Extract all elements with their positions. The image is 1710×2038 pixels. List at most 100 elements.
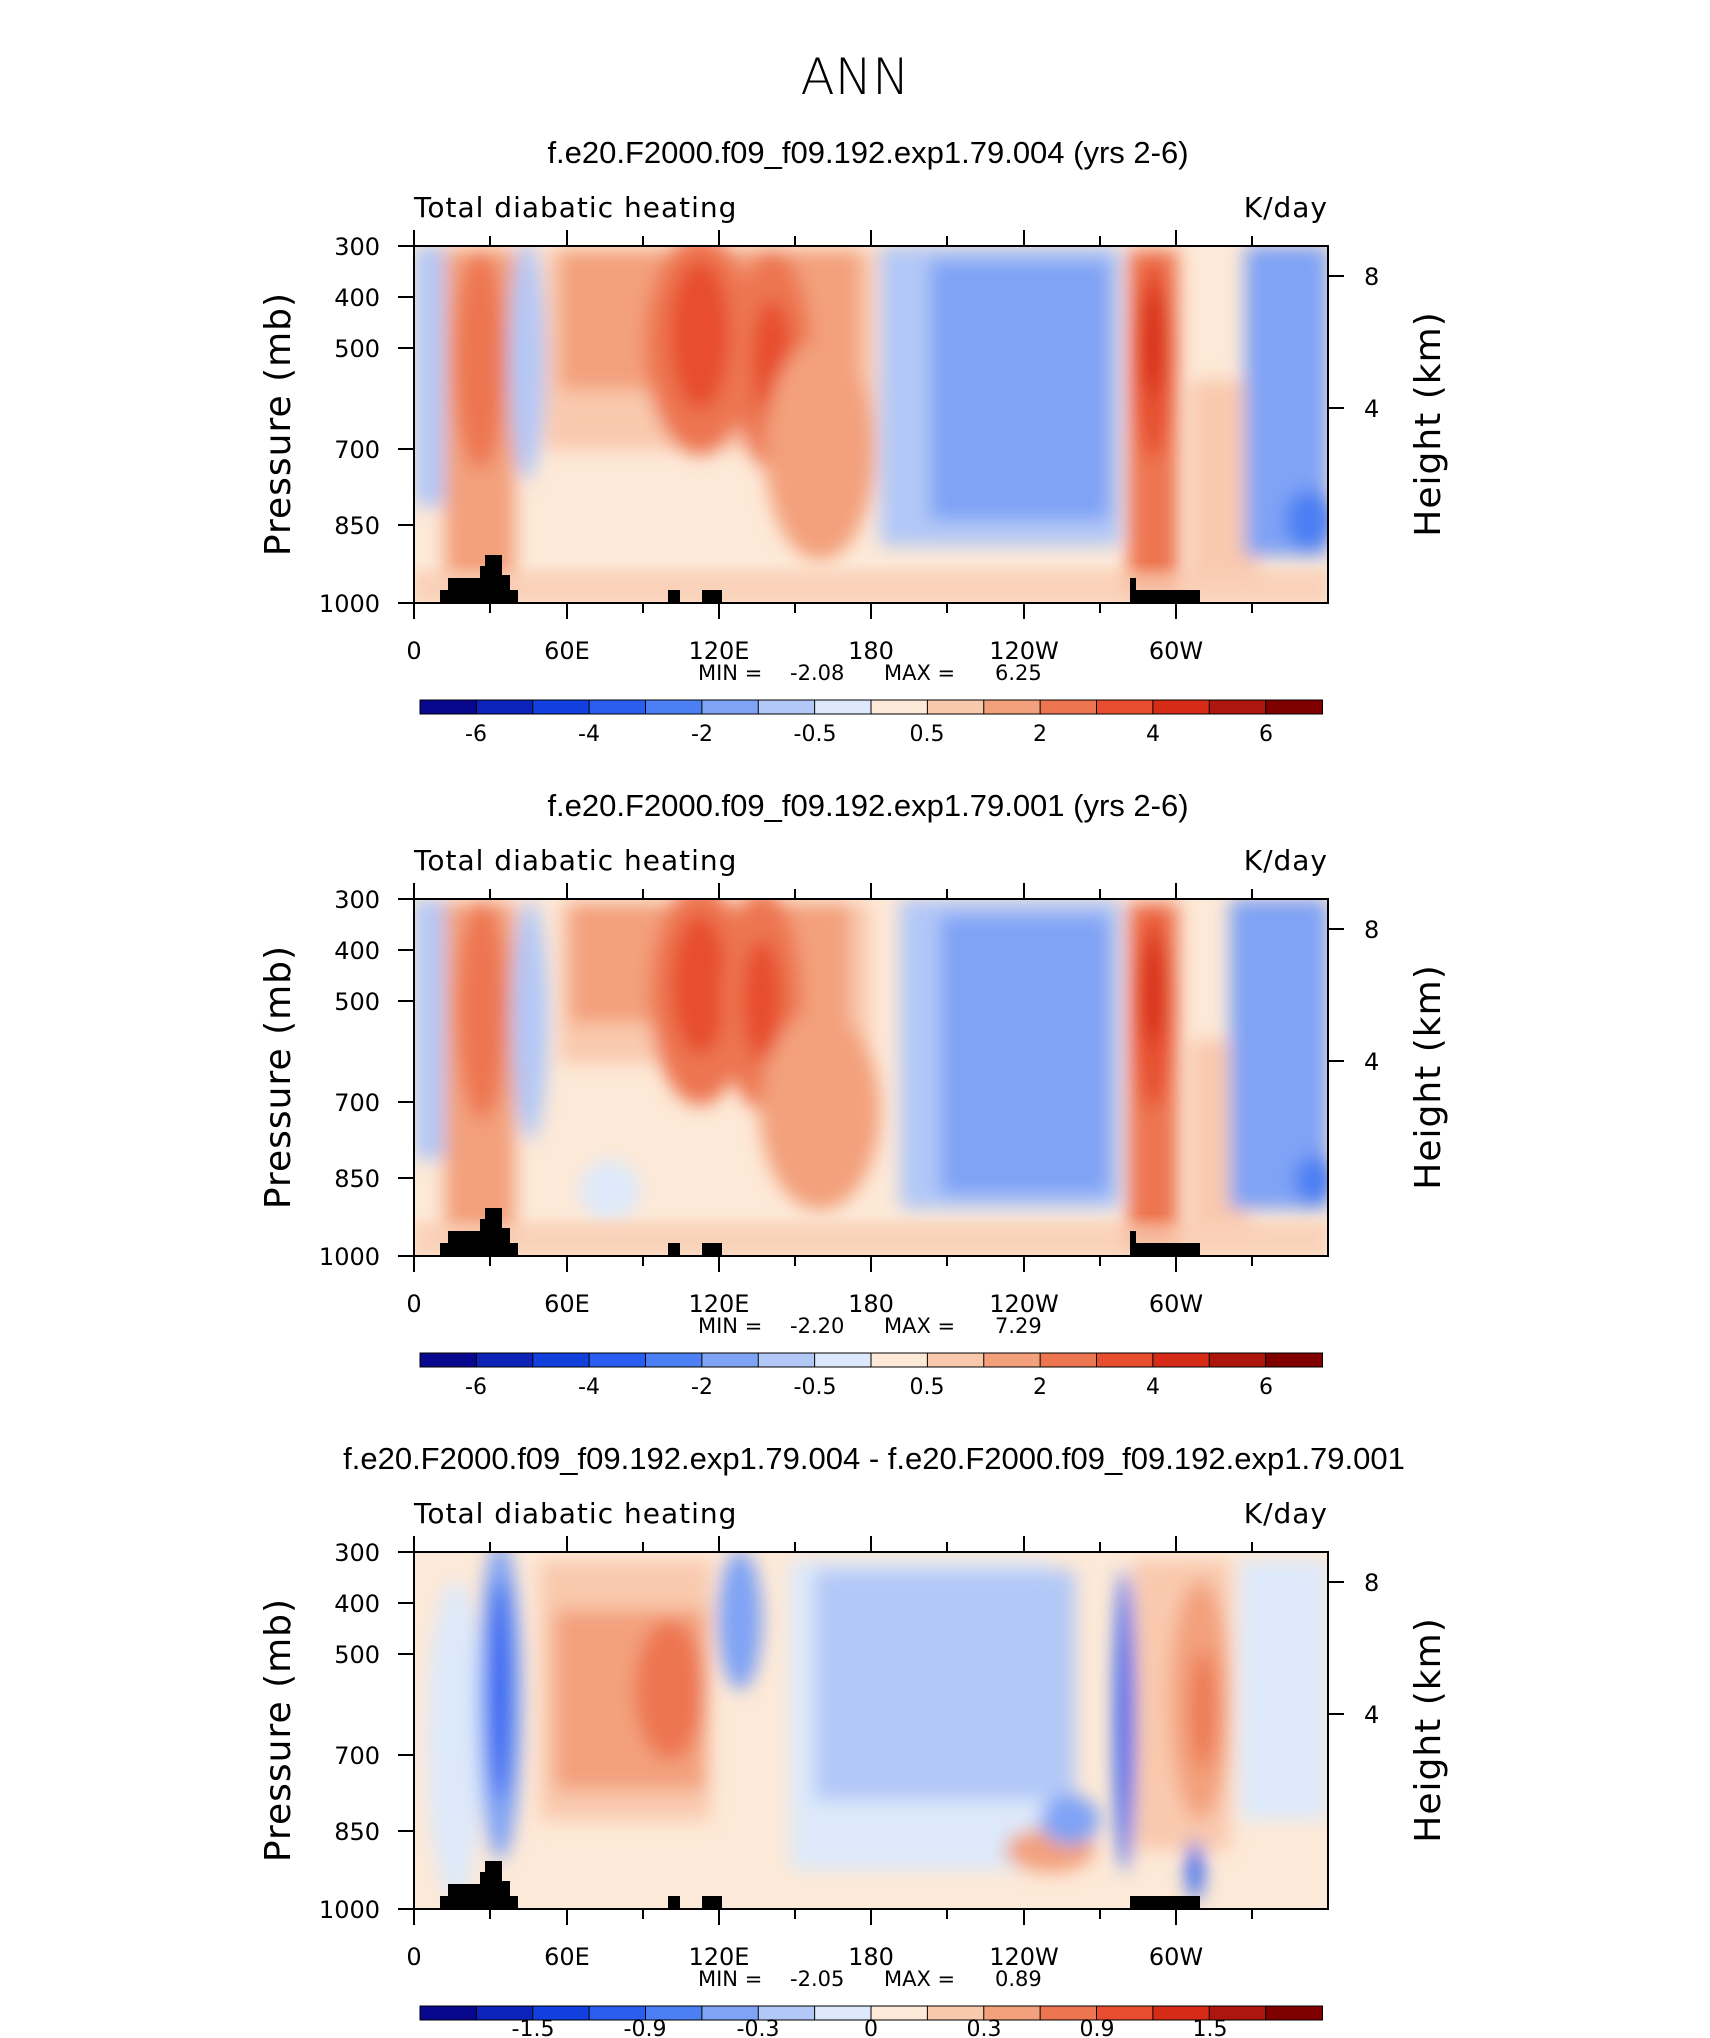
colorbar-swatch [1152,1352,1211,1368]
colorbar-swatch [870,2005,929,2021]
panel-1-xtick: 60E [544,637,590,665]
colorbar-swatch [419,2005,478,2021]
panel-3-xtick: 120E [689,1943,750,1971]
panel-3-xtick: 60E [544,1943,590,1971]
colorbar-swatch [475,699,534,715]
colorbar-swatch [1208,1352,1267,1368]
panel-3-ytick: 1000 [319,1896,380,1924]
panel-2-colorbar-label: 4 [1146,1375,1160,1400]
panel-1-ytick-right: 8 [1364,263,1379,291]
panel-2-xtick: 180 [848,1290,894,1318]
panel-2-title: f.e20.F2000.f09_f09.192.exp1.79.001 (yrs… [547,788,1188,823]
panel-2-ytick: 1000 [319,1243,380,1271]
colorbar-swatch [1096,1352,1154,1368]
panel-2-xtick: 120W [989,1290,1059,1318]
colorbar-swatch [983,699,1042,715]
panel-1-colorbar-label: 6 [1259,722,1273,747]
colorbar-swatch [645,699,703,715]
panel-3-y-title-right: Height (km) [1408,1617,1449,1842]
panel-3-y-axis-right: 8 4 Height (km) [1328,1569,1449,1843]
colorbar-swatch [532,699,591,715]
panel-3-colorbar-label: 1.5 [1193,2017,1228,2038]
panel-3-ytick: 850 [334,1818,380,1846]
panel-2: f.e20.F2000.f09_f09.192.exp1.79.001 (yrs… [258,788,1449,1400]
colorbar-swatch [701,1352,760,1368]
panel-3-heatmap [414,1552,1328,1909]
panel-3: f.e20.F2000.f09_f09.192.exp1.79.004 - f.… [258,1441,1449,2038]
colorbar-swatch [475,1352,534,1368]
colorbar-swatch [926,1352,985,1368]
panel-1-xtick: 60W [1149,637,1203,665]
panel-3-xtick: 180 [848,1943,894,1971]
panel-2-colorbar-label: -4 [578,1375,600,1400]
panel-3-colorbar-label: 0.9 [1080,2017,1115,2038]
panel-1-colorbar-label: 4 [1146,722,1160,747]
panel-1-xtick: 120W [989,637,1059,665]
panel-3-ytick: 300 [334,1539,380,1567]
panel-2-heatmap [414,899,1328,1256]
panel-3-ytick: 500 [334,1641,380,1669]
panel-1-y-title-right: Height (km) [1408,311,1449,536]
panel-3-min-value: -2.05 [790,1967,844,1991]
panel-2-colorbar-label: 6 [1259,1375,1273,1400]
panel-3-xtick: 60W [1149,1943,1203,1971]
panel-2-ytick-right: 8 [1364,916,1379,944]
panel-3-colorbar-label: 0.3 [967,2017,1002,2038]
panel-3-x-axis: 0 60E 120E 180 120W 60W [406,1536,1253,1971]
panel-2-xtick: 60E [544,1290,590,1318]
panel-2-colorbar-label: 0.5 [910,1375,945,1400]
panel-3-field-label: Total diabatic heating [413,1497,737,1530]
colorbar-swatch [1152,699,1211,715]
panel-3-y-axis: 300 400 500 700 850 1000 Pressure (mb) [258,1539,414,1924]
panel-2-colorbar-label: -6 [465,1375,487,1400]
panel-1-x-axis: 0 60E 120E 180 120W 60W [406,230,1253,665]
panel-1-colorbar-label: -6 [465,722,487,747]
panel-1-ytick: 500 [334,335,380,363]
colorbar-swatch [588,699,647,715]
panel-2-ytick: 850 [334,1165,380,1193]
panel-2-ytick: 700 [334,1089,380,1117]
panel-2-units-label: K/day [1244,844,1328,877]
panel-3-y-title: Pressure (mb) [258,1598,299,1862]
panel-2-ytick: 500 [334,988,380,1016]
panel-3-xtick: 120W [989,1943,1059,1971]
colorbar-swatch [926,699,985,715]
colorbar-swatch [814,1352,872,1368]
panel-1-y-title: Pressure (mb) [258,292,299,556]
panel-1-units-label: K/day [1244,191,1328,224]
colorbar-swatch [419,1352,478,1368]
panel-1-field-label: Total diabatic heating [413,191,737,224]
panel-3-units-label: K/day [1244,1497,1328,1530]
colorbar-swatch [588,1352,647,1368]
panel-3-stats: MIN = -2.05 MAX = 0.89 [698,1967,1042,1991]
panel-2-max-label: MAX = [884,1314,955,1338]
colorbar-swatch [757,699,816,715]
panel-1-max-value: 6.25 [995,661,1042,685]
colorbar-swatch [532,1352,591,1368]
colorbar-swatch [419,699,478,715]
panel-1-xtick: 180 [848,637,894,665]
panel-2-min-value: -2.20 [790,1314,844,1338]
panel-3-max-value: 0.89 [995,1967,1042,1991]
panel-1-max-label: MAX = [884,661,955,685]
panel-2-max-value: 7.29 [995,1314,1042,1338]
panel-1-min-label: MIN = [698,661,762,685]
panel-3-title: f.e20.F2000.f09_f09.192.exp1.79.004 - f.… [343,1441,1405,1476]
panel-1-min-value: -2.08 [790,661,844,685]
panel-2-y-title: Pressure (mb) [258,945,299,1209]
colorbar-swatch [983,1352,1042,1368]
panel-2-ytick: 300 [334,886,380,914]
colorbar-swatch [645,1352,703,1368]
panel-1-colorbar-label: -4 [578,722,600,747]
panel-1-colorbar: -6 -4 -2 -0.5 0.5 2 4 6 [419,699,1323,747]
panel-1-heatmap [414,246,1328,603]
panel-2-xtick: 60W [1149,1290,1203,1318]
panel-2-stats: MIN = -2.20 MAX = 7.29 [698,1314,1042,1338]
panel-3-max-label: MAX = [884,1967,955,1991]
panel-1-colorbar-label: 2 [1033,722,1047,747]
colorbar-swatch [1265,2005,1323,2021]
panel-2-ytick-right: 4 [1364,1048,1379,1076]
colorbar-swatch [1096,699,1154,715]
panel-2-y-axis-right: 8 4 Height (km) [1328,916,1449,1190]
